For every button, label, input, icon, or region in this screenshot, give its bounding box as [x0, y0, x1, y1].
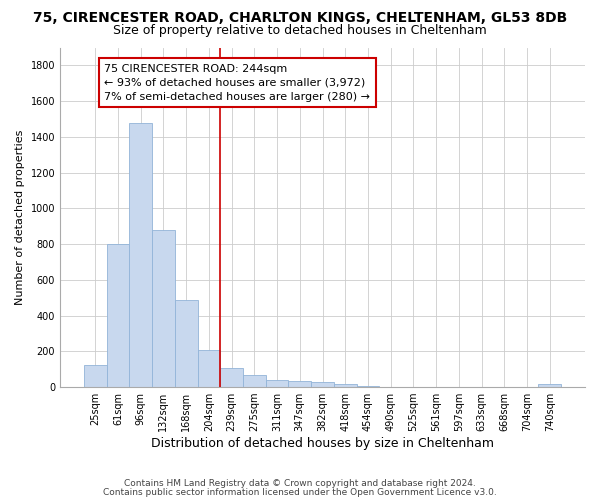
Bar — [197, 350, 220, 387]
Bar — [334, 384, 356, 387]
Text: 75, CIRENCESTER ROAD, CHARLTON KINGS, CHELTENHAM, GL53 8DB: 75, CIRENCESTER ROAD, CHARLTON KINGS, CH… — [33, 11, 567, 25]
Bar — [152, 230, 175, 387]
Bar — [220, 368, 243, 387]
Bar — [311, 382, 334, 387]
Bar — [538, 384, 561, 387]
Text: Contains HM Land Registry data © Crown copyright and database right 2024.: Contains HM Land Registry data © Crown c… — [124, 479, 476, 488]
X-axis label: Distribution of detached houses by size in Cheltenham: Distribution of detached houses by size … — [151, 437, 494, 450]
Y-axis label: Number of detached properties: Number of detached properties — [15, 130, 25, 305]
Text: 75 CIRENCESTER ROAD: 244sqm
← 93% of detached houses are smaller (3,972)
7% of s: 75 CIRENCESTER ROAD: 244sqm ← 93% of det… — [104, 64, 370, 102]
Bar — [243, 376, 266, 387]
Bar — [175, 300, 197, 387]
Bar — [84, 364, 107, 387]
Bar — [107, 244, 130, 387]
Bar — [356, 386, 379, 387]
Text: Size of property relative to detached houses in Cheltenham: Size of property relative to detached ho… — [113, 24, 487, 37]
Bar — [130, 122, 152, 387]
Bar — [289, 381, 311, 387]
Bar — [266, 380, 289, 387]
Text: Contains public sector information licensed under the Open Government Licence v3: Contains public sector information licen… — [103, 488, 497, 497]
